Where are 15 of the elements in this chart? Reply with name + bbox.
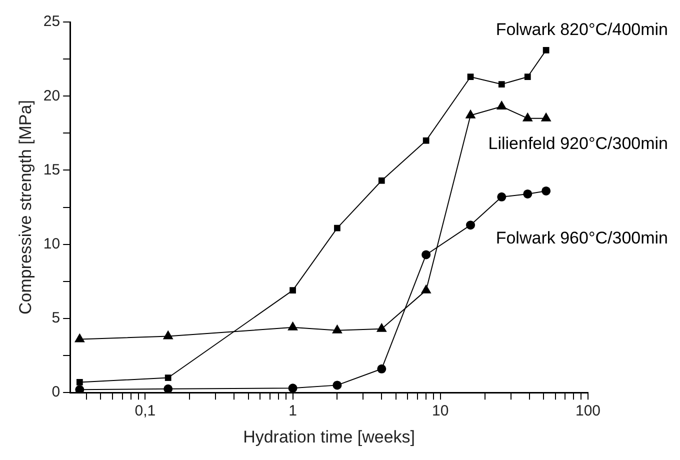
series-label: Lilienfeld 920°C/300min: [488, 134, 668, 154]
x-tick-label: 100: [575, 402, 601, 420]
series-label: Folwark 960°C/300min: [496, 228, 668, 248]
y-tick-label: 5: [52, 310, 60, 327]
x-tick-label: 1: [288, 402, 297, 420]
y-tick-label: 10: [43, 236, 60, 252]
y-axis-title: Compressive strength [MPa]: [16, 100, 35, 315]
y-tick-label: 0: [52, 384, 60, 401]
x-axis-title: Hydration time [weeks]: [243, 427, 416, 446]
x-tick-label: 10: [432, 402, 449, 420]
y-tick-label: 25: [43, 13, 60, 30]
y-tick-label: 20: [43, 87, 60, 104]
text: Folwark 820°C/400min: [496, 20, 668, 39]
y-tick-label: 15: [43, 161, 60, 178]
x-tick-label: 0,1: [134, 402, 156, 420]
